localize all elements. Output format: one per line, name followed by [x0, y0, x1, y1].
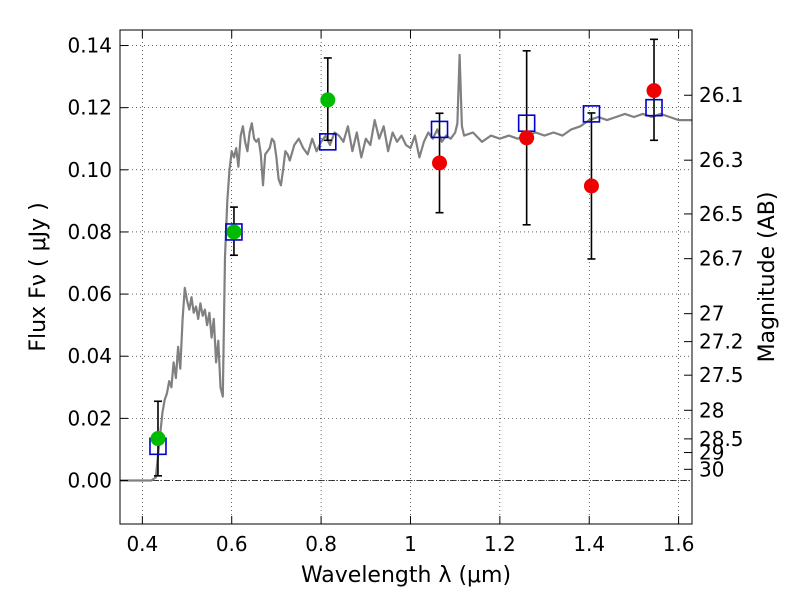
x-axis-label: Wavelength λ (μm) [301, 563, 511, 588]
magnitude-tick-label: 29 [699, 441, 724, 465]
model-flux-square [318, 133, 337, 151]
model-flux-square [645, 98, 663, 117]
y-tick-label: 0.00 [67, 469, 112, 493]
y-tick-label: 0.12 [67, 96, 112, 120]
magnitude-tick-label: 28.5 [699, 427, 744, 451]
data-point-layer [150, 83, 662, 447]
magnitude-tick-label: 27.2 [699, 330, 744, 354]
sed-curve [120, 53, 692, 482]
x-tick-label: 0.6 [216, 532, 248, 556]
photometry-point [432, 155, 448, 171]
y-tick-label: 0.14 [67, 34, 112, 58]
x-tick-label: 1.4 [573, 532, 605, 556]
x-tick-label: 1.6 [663, 532, 695, 556]
magnitude-tick-label: 26.1 [699, 83, 744, 107]
plot-area [120, 30, 692, 524]
x-tick-label: 0.4 [126, 532, 158, 556]
photometry-point [646, 83, 662, 99]
magnitude-axis-label: Magnitude (AB) [755, 192, 780, 363]
plot-frame [119, 29, 693, 525]
model-flux-square [582, 105, 601, 123]
magnitude-tick-label: 28 [699, 398, 724, 422]
y-axis-label: Flux Fν ( μJy ) [26, 202, 51, 351]
photometry-point [226, 224, 242, 240]
y-axis: 0.00 0.02 0.04 0.06 0.08 0.10 0.12 0.14 [67, 34, 128, 493]
photometry-point [150, 431, 166, 447]
y-tick-label: 0.06 [67, 282, 112, 306]
photometry-point [320, 92, 336, 108]
model-flux-square [225, 223, 243, 241]
x-tick-label: 0.8 [305, 532, 337, 556]
y-tick-label: 0.10 [67, 158, 112, 182]
model-flux-square [430, 120, 449, 139]
photometry-point [583, 178, 599, 194]
magnitude-tick-label: 26.7 [699, 247, 744, 271]
y-tick-label: 0.04 [67, 344, 112, 368]
photometry-point [519, 130, 535, 146]
magnitude-tick-label: 30 [699, 457, 724, 481]
magnitude-tick-label: 26.3 [699, 148, 744, 172]
x-tick-label: 1.2 [484, 532, 516, 556]
y-tick-label: 0.08 [67, 220, 112, 244]
magnitude-tick-label: 27 [699, 302, 724, 326]
x-axis: 0.4 0.6 0.8 1 1.2 1.4 1.6 [126, 30, 695, 556]
sed-layer [120, 53, 692, 482]
magnitude-tick-label: 27.5 [699, 363, 744, 387]
x-tick-label: 1 [404, 532, 417, 556]
y-tick-label: 0.02 [67, 406, 112, 430]
magnitude-tick-label: 26.5 [699, 202, 744, 226]
